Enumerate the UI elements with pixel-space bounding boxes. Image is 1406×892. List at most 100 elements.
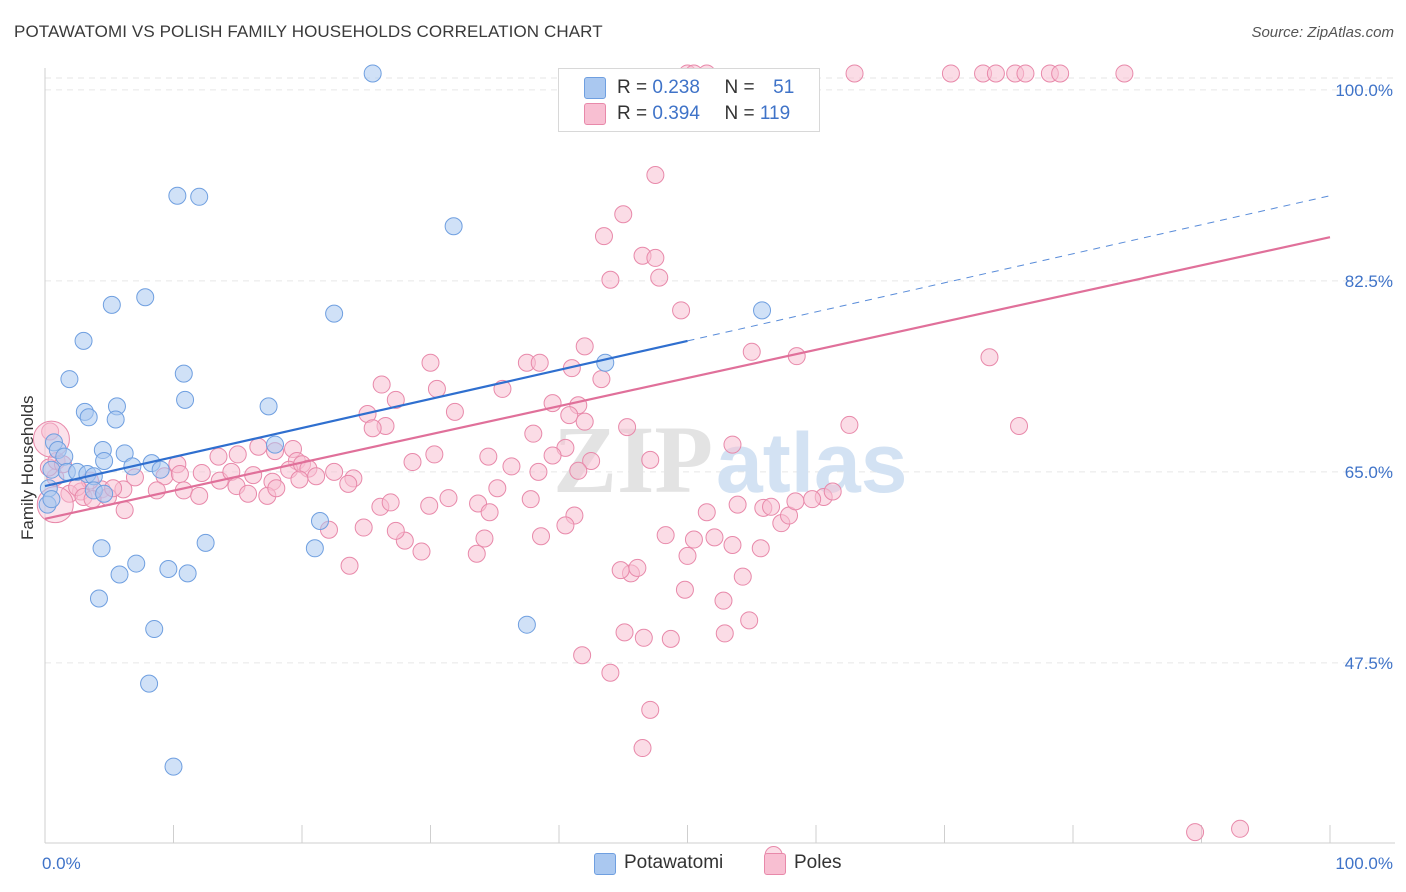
y-tick-label: 82.5% (1345, 272, 1393, 291)
data-point (672, 301, 691, 320)
data-point (1051, 64, 1070, 83)
data-point (159, 560, 178, 579)
data-point (259, 397, 278, 416)
data-point (196, 533, 215, 552)
data-point (530, 353, 549, 372)
data-point (102, 295, 121, 314)
data-point (582, 451, 601, 470)
legend-n-label: N = (724, 103, 755, 124)
trend-line-poles (44, 236, 1331, 520)
series-potawatomi (38, 64, 772, 776)
data-point (412, 542, 431, 561)
data-point (106, 410, 125, 429)
data-point (723, 536, 742, 555)
data-point (42, 460, 61, 479)
data-point (986, 64, 1005, 83)
data-point (92, 539, 111, 558)
data-point (594, 227, 613, 246)
legend-r-value: 0.238 (652, 77, 700, 98)
trend-lines (44, 195, 1331, 520)
chart-title: POTAWATOMI VS POLISH FAMILY HOUSEHOLDS C… (14, 22, 603, 41)
data-point (42, 490, 61, 509)
data-point (164, 757, 183, 776)
data-point (151, 460, 170, 479)
data-point (425, 445, 444, 464)
data-point (140, 674, 159, 693)
y-tick-label: 100.0% (1335, 81, 1393, 100)
data-point (427, 379, 446, 398)
data-point (618, 418, 637, 437)
data-point (249, 437, 268, 456)
x-tick-label: 100.0% (1335, 854, 1393, 873)
data-point (266, 435, 285, 454)
data-point (524, 424, 543, 443)
data-point (615, 623, 634, 642)
data-point (1186, 823, 1205, 842)
data-point (145, 620, 164, 639)
data-point (633, 739, 652, 758)
data-point (641, 700, 660, 719)
data-point (575, 412, 594, 431)
legend-swatch-potawatomi (594, 853, 616, 875)
data-point (601, 663, 620, 682)
data-point (403, 453, 422, 472)
data-point (340, 556, 359, 575)
legend-r-label: R = (617, 103, 648, 124)
data-point (420, 496, 439, 515)
data-point (386, 390, 405, 409)
legend-r-label: R = (617, 77, 648, 98)
data-point (115, 501, 134, 520)
data-point (325, 304, 344, 323)
data-point (715, 624, 734, 643)
data-point (740, 611, 759, 630)
data-point (325, 462, 344, 481)
data-point (705, 528, 724, 547)
data-point (592, 370, 611, 389)
data-point (176, 390, 195, 409)
legend-swatch-poles (764, 853, 786, 875)
source-label: Source: ZipAtlas.com (1251, 24, 1394, 41)
data-point (168, 186, 187, 205)
data-point (650, 268, 669, 287)
data-point (480, 503, 499, 522)
data-point (209, 447, 228, 466)
data-point (980, 348, 999, 367)
data-point (178, 564, 197, 583)
data-point (753, 301, 772, 320)
data-point (678, 546, 697, 565)
data-point (786, 492, 805, 511)
data-point (170, 465, 189, 484)
data-point (560, 406, 579, 425)
data-point (569, 461, 588, 480)
tick-labels: 47.5% 65.0% 82.5% 100.0% 0.0% 100.0% (42, 81, 1393, 873)
data-point (611, 561, 630, 580)
y-tick-label: 65.0% (1345, 463, 1393, 482)
data-point (728, 495, 747, 514)
y-tick-label: 47.5% (1345, 654, 1393, 673)
data-point (845, 64, 864, 83)
data-point (95, 451, 114, 470)
data-point (661, 629, 680, 648)
data-point (228, 445, 247, 464)
data-point (421, 353, 440, 372)
data-point (79, 408, 98, 427)
trend-line-potawatomi (44, 339, 688, 488)
data-point (941, 64, 960, 83)
legend-n-label: N = (724, 77, 755, 98)
legend-n-value: 119 (759, 103, 791, 124)
data-point (634, 628, 653, 647)
legend-label-potawatomi: Potawatomi (624, 852, 724, 873)
data-point (439, 489, 458, 508)
data-point (573, 646, 592, 665)
legend-n-value: 51 (773, 77, 795, 98)
data-point (646, 248, 665, 267)
legend-r-value: 0.394 (652, 103, 700, 124)
data-point (372, 375, 391, 394)
data-point (467, 544, 486, 563)
data-point (310, 511, 329, 530)
data-point (601, 270, 620, 289)
data-point (475, 529, 494, 548)
data-point (55, 447, 74, 466)
data-point (840, 415, 859, 434)
data-point (239, 484, 258, 503)
